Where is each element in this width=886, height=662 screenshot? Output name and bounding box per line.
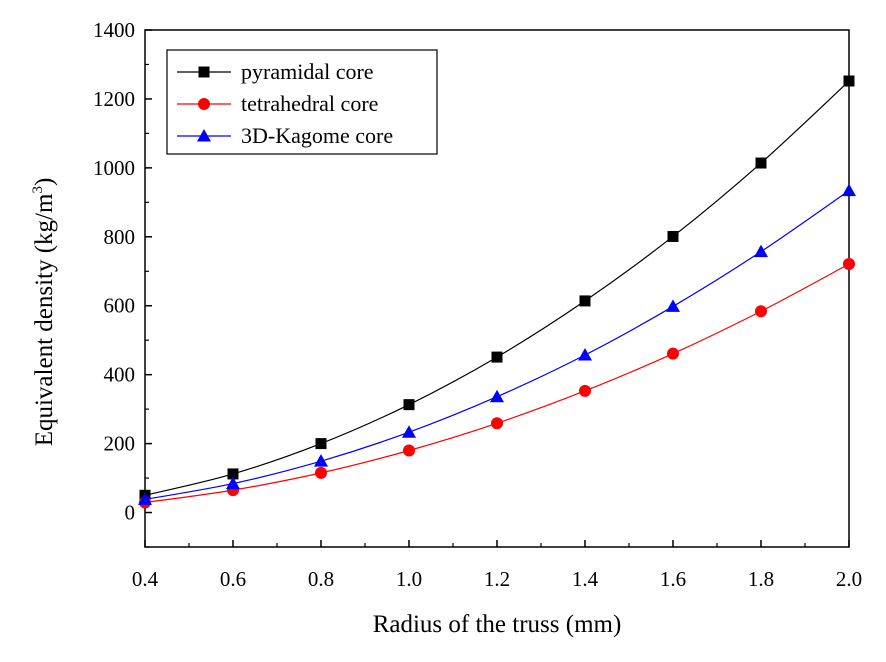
data-point-pyramidal-core: [667, 230, 679, 242]
y-tick-label: 1200: [93, 87, 135, 111]
legend-label-pyramidal-core: pyramidal core: [241, 59, 374, 84]
data-point-pyramidal-core: [579, 295, 591, 307]
x-tick-label: 2.0: [836, 567, 862, 591]
y-tick-label: 1400: [93, 18, 135, 42]
x-tick-label: 1.4: [572, 567, 599, 591]
legend-label-3d-kagome-core: 3D-Kagome core: [241, 123, 393, 148]
series-pyramidal-core: [139, 75, 855, 501]
x-tick-label: 1.0: [396, 567, 422, 591]
y-tick-label: 800: [104, 225, 136, 249]
y-axis-title: Equivalent density (kg/m3): [30, 178, 58, 447]
data-point-3d-kagome-core: [402, 425, 416, 438]
data-point-3d-kagome-core: [666, 299, 680, 312]
series-3d-kagome-core: [138, 183, 856, 505]
y-axis-title-superscript: 3: [30, 186, 46, 194]
data-point-tetrahedral-core: [315, 466, 327, 479]
data-point-3d-kagome-core: [490, 389, 504, 403]
y-tick-label: 200: [104, 432, 136, 456]
data-point-3d-kagome-core: [842, 183, 856, 197]
data-point-3d-kagome-core: [754, 244, 768, 258]
data-point-3d-kagome-core: [138, 492, 152, 505]
data-point-tetrahedral-core: [755, 305, 767, 318]
series-tetrahedral-core: [139, 258, 855, 509]
data-point-pyramidal-core: [403, 399, 415, 411]
data-point-tetrahedral-core: [491, 417, 503, 430]
series-line-tetrahedral-core: [144, 263, 850, 504]
x-axis: 0.4 0.6 0.8 1.0 1.2 1.4 1.6 1.8 2.0: [132, 540, 862, 591]
data-point-pyramidal-core: [755, 157, 767, 169]
series-line-3d-kagome-core: [144, 190, 850, 501]
legend-label-tetrahedral-core: tetrahedral core: [241, 91, 378, 116]
data-point-pyramidal-core: [491, 351, 503, 363]
x-tick-label: 1.8: [748, 567, 774, 591]
series-layer: [138, 75, 856, 509]
data-point-pyramidal-core: [315, 438, 327, 450]
data-point-pyramidal-core: [227, 468, 239, 480]
legend-marker-3d-kagome-core: [197, 129, 211, 142]
y-axis-title-main: Equivalent density (kg/m: [31, 193, 58, 446]
y-tick-label: 1000: [93, 156, 135, 180]
legend-box: [166, 49, 438, 155]
x-tick-label: 0.8: [308, 567, 334, 591]
x-tick-label: 1.2: [484, 567, 510, 591]
y-axis-title-close: ): [31, 178, 58, 186]
legend: pyramidal core tetrahedral core 3D-Kagome …: [166, 49, 438, 155]
x-axis-title: Radius of the truss (mm): [373, 611, 622, 638]
x-tick-label: 1.6: [660, 567, 686, 591]
y-tick-label: 0: [125, 501, 136, 525]
legend-marker-pyramidal-core: [198, 66, 210, 78]
x-tick-label: 0.6: [220, 567, 246, 591]
data-point-tetrahedral-core: [667, 347, 679, 360]
legend-marker-tetrahedral-core: [198, 98, 210, 110]
y-tick-label: 400: [104, 363, 136, 387]
y-axis: 0 200 400 600 800 1000 1200 1400: [93, 18, 152, 548]
y-tick-label: 600: [104, 294, 136, 318]
data-point-tetrahedral-core: [843, 258, 855, 271]
data-point-3d-kagome-core: [578, 348, 592, 361]
data-point-3d-kagome-core: [226, 476, 240, 490]
data-point-pyramidal-core: [843, 75, 855, 87]
x-tick-label: 0.4: [132, 567, 159, 591]
data-point-tetrahedral-core: [579, 384, 591, 397]
data-point-tetrahedral-core: [403, 444, 415, 457]
data-point-3d-kagome-core: [314, 454, 328, 467]
